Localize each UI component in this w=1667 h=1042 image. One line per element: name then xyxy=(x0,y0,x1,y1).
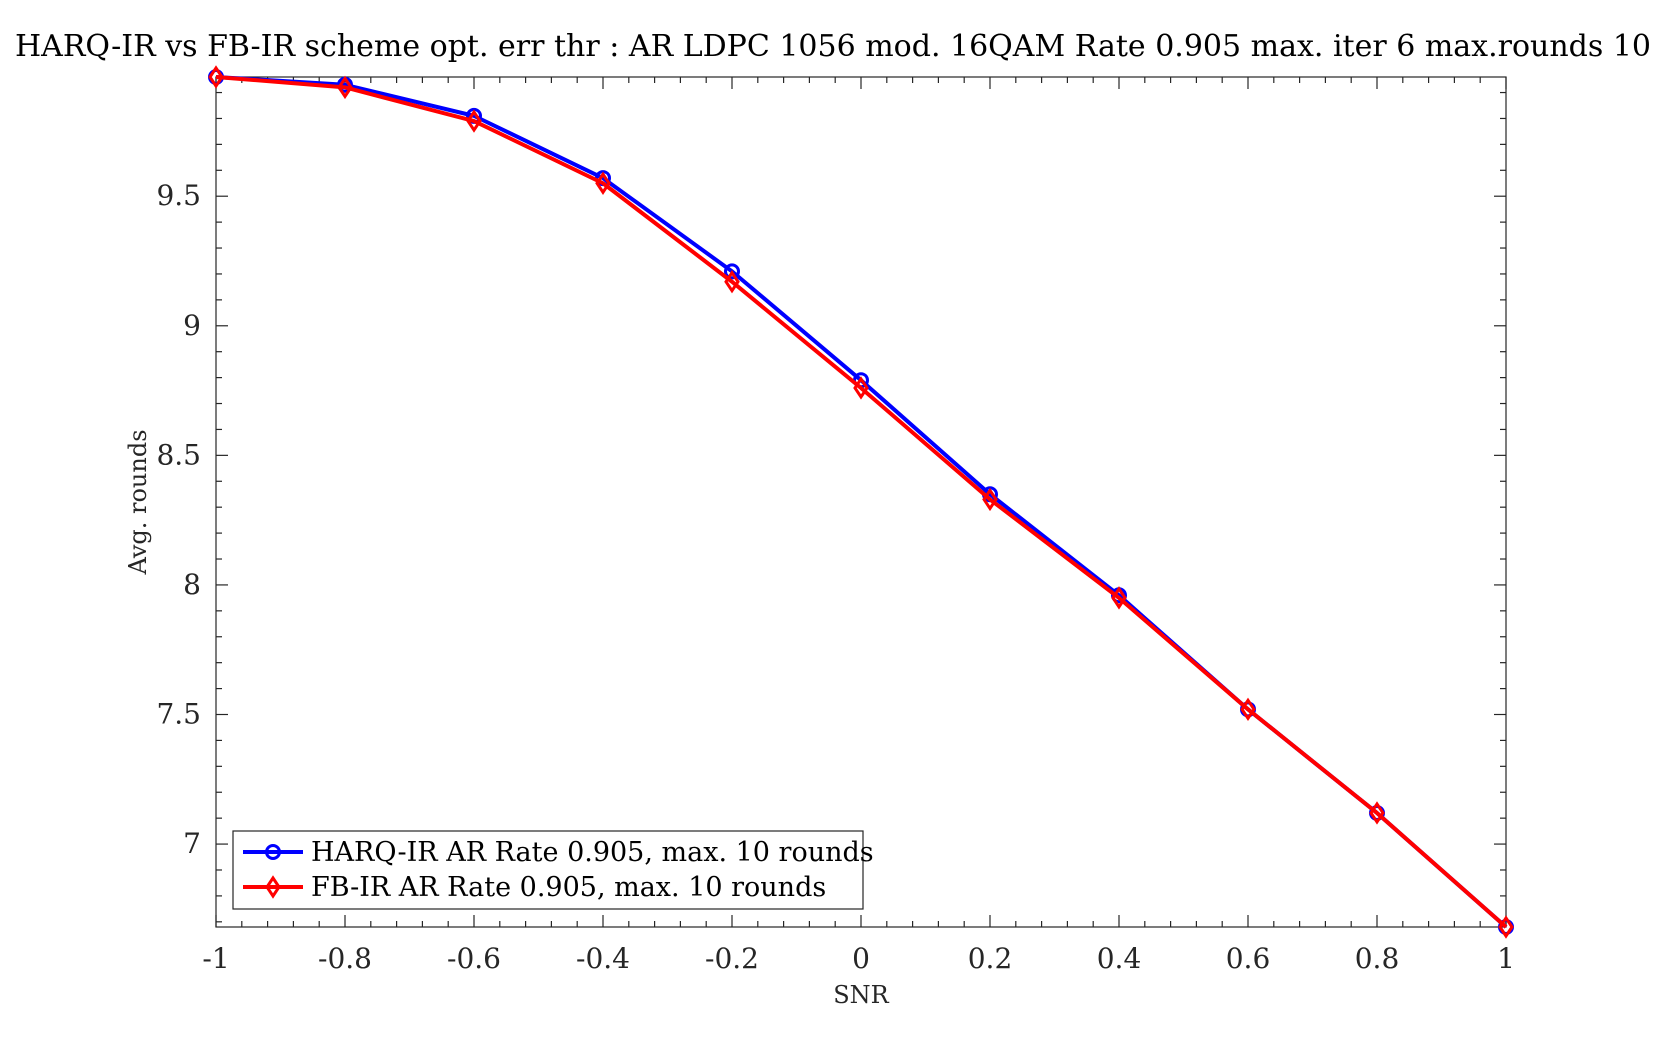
data-point xyxy=(853,376,869,400)
y-tick-label: 9.5 xyxy=(156,179,201,212)
data-point xyxy=(1111,586,1127,610)
legend-entry: FB-IR AR Rate 0.905, max. 10 rounds xyxy=(243,872,826,903)
x-tick-label: 0.2 xyxy=(968,942,1013,975)
x-tick-label: 0.6 xyxy=(1226,942,1271,975)
legend: HARQ-IR AR Rate 0.905, max. 10 rounds FB-… xyxy=(232,830,874,910)
data-point xyxy=(337,75,353,100)
y-tick-label: 7 xyxy=(183,827,201,860)
y-axis-label: Avg. rounds xyxy=(124,429,152,575)
data-point xyxy=(1240,697,1256,722)
x-axis-label: SNR xyxy=(833,981,889,1009)
y-tick-label: 9 xyxy=(183,309,201,342)
x-tick-label: -0.8 xyxy=(318,942,372,975)
legend-marker xyxy=(265,844,281,860)
data-point xyxy=(1498,915,1514,939)
x-tick-label: 0 xyxy=(852,942,870,975)
x-tick-label: -0.4 xyxy=(576,942,630,975)
y-tick-label: 8 xyxy=(183,568,201,601)
legend-box xyxy=(232,830,864,910)
data-point xyxy=(466,109,482,133)
data-point xyxy=(595,171,611,195)
plot-area xyxy=(215,76,1507,928)
minor-ticks xyxy=(216,77,1506,927)
x-tick-label: -1 xyxy=(202,942,229,975)
y-tick-label: 8.5 xyxy=(156,438,201,471)
x-tick-label: -0.2 xyxy=(705,942,759,975)
x-tick-label: 0.8 xyxy=(1355,942,1400,975)
data-point xyxy=(982,487,998,512)
data-point xyxy=(724,270,740,294)
series-layer xyxy=(208,65,1514,939)
x-tick-label: -0.6 xyxy=(447,942,501,975)
legend-label: HARQ-IR AR Rate 0.905, max. 10 rounds xyxy=(311,837,874,868)
legend-label: FB-IR AR Rate 0.905, max. 10 rounds xyxy=(311,872,826,903)
legend-entry: HARQ-IR AR Rate 0.905, max. 10 rounds xyxy=(243,837,874,868)
y-axis-ticks: 7 7.5 8 8.5 9 9.5 xyxy=(156,179,1506,860)
series-line xyxy=(215,75,1508,929)
legend-marker xyxy=(265,875,281,899)
x-axis-ticks: -1 -0.8 -0.6 -0.4 -0.2 0 0.2 0.4 0.6 0.8 1 xyxy=(202,77,1515,975)
x-tick-label: 1 xyxy=(1497,942,1515,975)
chart-title: HARQ-IR vs FB-IR scheme opt. err thr : A… xyxy=(15,29,1651,64)
data-point xyxy=(1369,801,1385,825)
series-2 xyxy=(208,65,1514,939)
y-tick-label: 7.5 xyxy=(156,698,201,731)
data-point xyxy=(724,263,740,280)
x-tick-label: 0.4 xyxy=(1097,942,1142,975)
data-point xyxy=(208,65,224,89)
